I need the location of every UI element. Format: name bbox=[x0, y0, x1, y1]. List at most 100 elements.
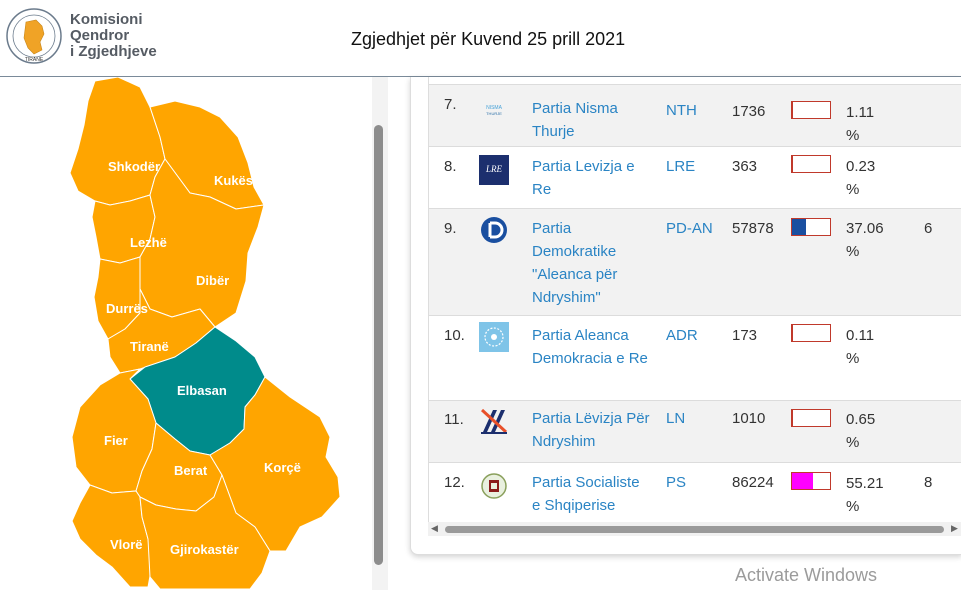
table-row: 10. Partia Aleanca Demokracia e Re ADR 1… bbox=[429, 315, 961, 401]
vote-share-bar bbox=[791, 472, 831, 490]
party-abbr-link[interactable]: ADR bbox=[666, 327, 698, 344]
lre-logo-icon: LRE bbox=[479, 155, 509, 185]
vote-share-fill bbox=[792, 410, 793, 426]
vote-count: 1010 bbox=[732, 410, 766, 427]
vote-percent: 1.11% bbox=[846, 101, 896, 147]
org-name: Komisioni Qendror i Zgjedhjeve bbox=[70, 12, 157, 60]
svg-text:THURJE: THURJE bbox=[486, 111, 502, 116]
vote-percent: 55.21% bbox=[846, 472, 896, 518]
table-row: 12. Partia Socialiste e Shqiperise PS 86… bbox=[429, 462, 961, 522]
vote-share-fill bbox=[792, 102, 793, 118]
results-table: 7. NISMA THURJE Partia Nisma Thurje NTH … bbox=[428, 77, 961, 523]
label-fier: Fier bbox=[104, 433, 128, 448]
region-shkoder[interactable] bbox=[69, 77, 166, 206]
seat-count: 6 bbox=[924, 220, 933, 237]
row-number: 7. bbox=[444, 96, 457, 113]
vote-share-fill bbox=[792, 156, 793, 172]
vote-percent: 0.11% bbox=[846, 324, 896, 370]
percent-sign: % bbox=[846, 350, 860, 367]
row-number: 11. bbox=[444, 411, 464, 428]
region-gjirokaster[interactable] bbox=[139, 474, 271, 590]
label-kukes: Kukës bbox=[214, 173, 253, 188]
label-tirane: Tiranë bbox=[130, 339, 169, 354]
adr-logo-icon bbox=[479, 322, 509, 352]
party-name-link[interactable]: Partia Levizja e Re bbox=[532, 158, 635, 198]
party-name-link[interactable]: Partia Demokratike "Aleanca për Ndryshim… bbox=[532, 220, 618, 306]
activate-windows-watermark: Activate Windows bbox=[735, 565, 878, 585]
percent-value: 0.23 bbox=[846, 158, 876, 175]
percent-value: 55.21 bbox=[846, 475, 884, 492]
percent-value: 37.06 bbox=[846, 220, 884, 237]
region-vlore[interactable] bbox=[71, 484, 153, 588]
percent-sign: % bbox=[846, 127, 860, 144]
label-korce: Korçë bbox=[264, 460, 301, 475]
party-abbr-link[interactable]: PS bbox=[666, 474, 687, 491]
vote-count: 57878 bbox=[732, 220, 774, 237]
percent-value: 0.65 bbox=[846, 411, 876, 428]
table-row: 8. LRE Partia Levizja e Re LRE 363 0.23% bbox=[429, 146, 961, 209]
percent-sign: % bbox=[846, 243, 860, 260]
scroll-left-arrow-icon[interactable]: ◀ bbox=[431, 523, 438, 533]
party-abbr-link[interactable]: PD-AN bbox=[666, 220, 713, 237]
org-line-1: Komisioni bbox=[70, 11, 143, 28]
vote-percent: 37.06% bbox=[846, 217, 896, 263]
vote-percent: 0.23% bbox=[846, 155, 896, 201]
label-elbasan: Elbasan bbox=[177, 383, 227, 398]
region-korce[interactable] bbox=[209, 376, 341, 552]
header: TIRANE Komisioni Qendror i Zgjedhjeve Zg… bbox=[0, 0, 961, 77]
map-scrollbar-thumb[interactable] bbox=[374, 125, 383, 565]
percent-sign: % bbox=[846, 181, 860, 198]
map-svg: Shkodër Kukës Lezhë Dibër Durrës Tiranë … bbox=[69, 77, 341, 590]
table-row: 11. Partia Lëvizja Për Ndryshim LN 1010 … bbox=[429, 400, 961, 463]
seat-count: 8 bbox=[924, 474, 933, 491]
party-abbr-link[interactable]: NTH bbox=[666, 102, 697, 119]
vote-share-fill bbox=[792, 325, 793, 341]
svg-text:NISMA: NISMA bbox=[486, 105, 503, 111]
row-number: 9. bbox=[444, 220, 457, 237]
percent-sign: % bbox=[846, 498, 860, 515]
svg-text:LRE: LRE bbox=[485, 164, 503, 174]
org-line-2: Qendror bbox=[70, 27, 130, 44]
label-shkoder: Shkodër bbox=[108, 159, 160, 174]
page-title: Zgjedhjet për Kuvend 25 prill 2021 bbox=[351, 29, 626, 49]
nisma-thurje-logo-icon: NISMA THURJE bbox=[486, 105, 503, 116]
percent-value: 1.11 bbox=[846, 104, 875, 121]
vote-count: 363 bbox=[732, 158, 758, 175]
vote-count: 1736 bbox=[732, 103, 766, 120]
vote-count: 86224 bbox=[732, 474, 774, 491]
percent-value: 0.11 bbox=[846, 327, 875, 344]
svg-text:TIRANE: TIRANE bbox=[25, 57, 44, 63]
vote-share-fill bbox=[792, 473, 813, 489]
vote-share-bar bbox=[791, 101, 831, 119]
percent-sign: % bbox=[846, 434, 860, 451]
label-lezhe: Lezhë bbox=[130, 235, 167, 250]
label-gjirokaster: Gjirokastër bbox=[170, 542, 239, 557]
horizontal-scrollbar-thumb[interactable] bbox=[445, 526, 944, 533]
party-name-link[interactable]: Partia Socialiste e Shqiperise bbox=[532, 474, 640, 514]
party-name-link[interactable]: Partia Lëvizja Për Ndryshim bbox=[532, 410, 650, 450]
label-diber: Dibër bbox=[196, 273, 229, 288]
vote-share-bar bbox=[791, 324, 831, 342]
results-card: 7. NISMA THURJE Partia Nisma Thurje NTH … bbox=[410, 77, 961, 555]
label-berat: Berat bbox=[174, 463, 208, 478]
pd-logo-icon bbox=[481, 217, 507, 243]
kqz-logo[interactable]: TIRANE bbox=[6, 8, 62, 64]
label-durres: Durrës bbox=[106, 301, 148, 316]
party-name-link[interactable]: Partia Nisma Thurje bbox=[532, 100, 618, 140]
vote-share-fill bbox=[792, 219, 806, 235]
party-abbr-link[interactable]: LRE bbox=[666, 158, 696, 175]
party-name-link[interactable]: Partia Aleanca Demokracia e Re bbox=[532, 327, 648, 367]
row-number: 12. bbox=[444, 474, 465, 491]
label-vlore: Vlorë bbox=[110, 537, 143, 552]
vote-share-bar bbox=[791, 155, 831, 173]
ps-logo-icon bbox=[481, 473, 507, 499]
vote-count: 173 bbox=[732, 327, 758, 344]
row-number: 10. bbox=[444, 327, 465, 344]
albania-map: Shkodër Kukës Lezhë Dibër Durrës Tiranë … bbox=[0, 77, 372, 590]
ln-logo-icon bbox=[480, 408, 508, 434]
scroll-right-arrow-icon[interactable]: ▶ bbox=[951, 523, 958, 533]
table-horizontal-scrollbar[interactable]: ◀ ▶ bbox=[428, 522, 961, 536]
row-number: 8. bbox=[444, 158, 457, 175]
party-abbr-link[interactable]: LN bbox=[666, 410, 686, 427]
vote-percent: 0.65% bbox=[846, 408, 896, 454]
